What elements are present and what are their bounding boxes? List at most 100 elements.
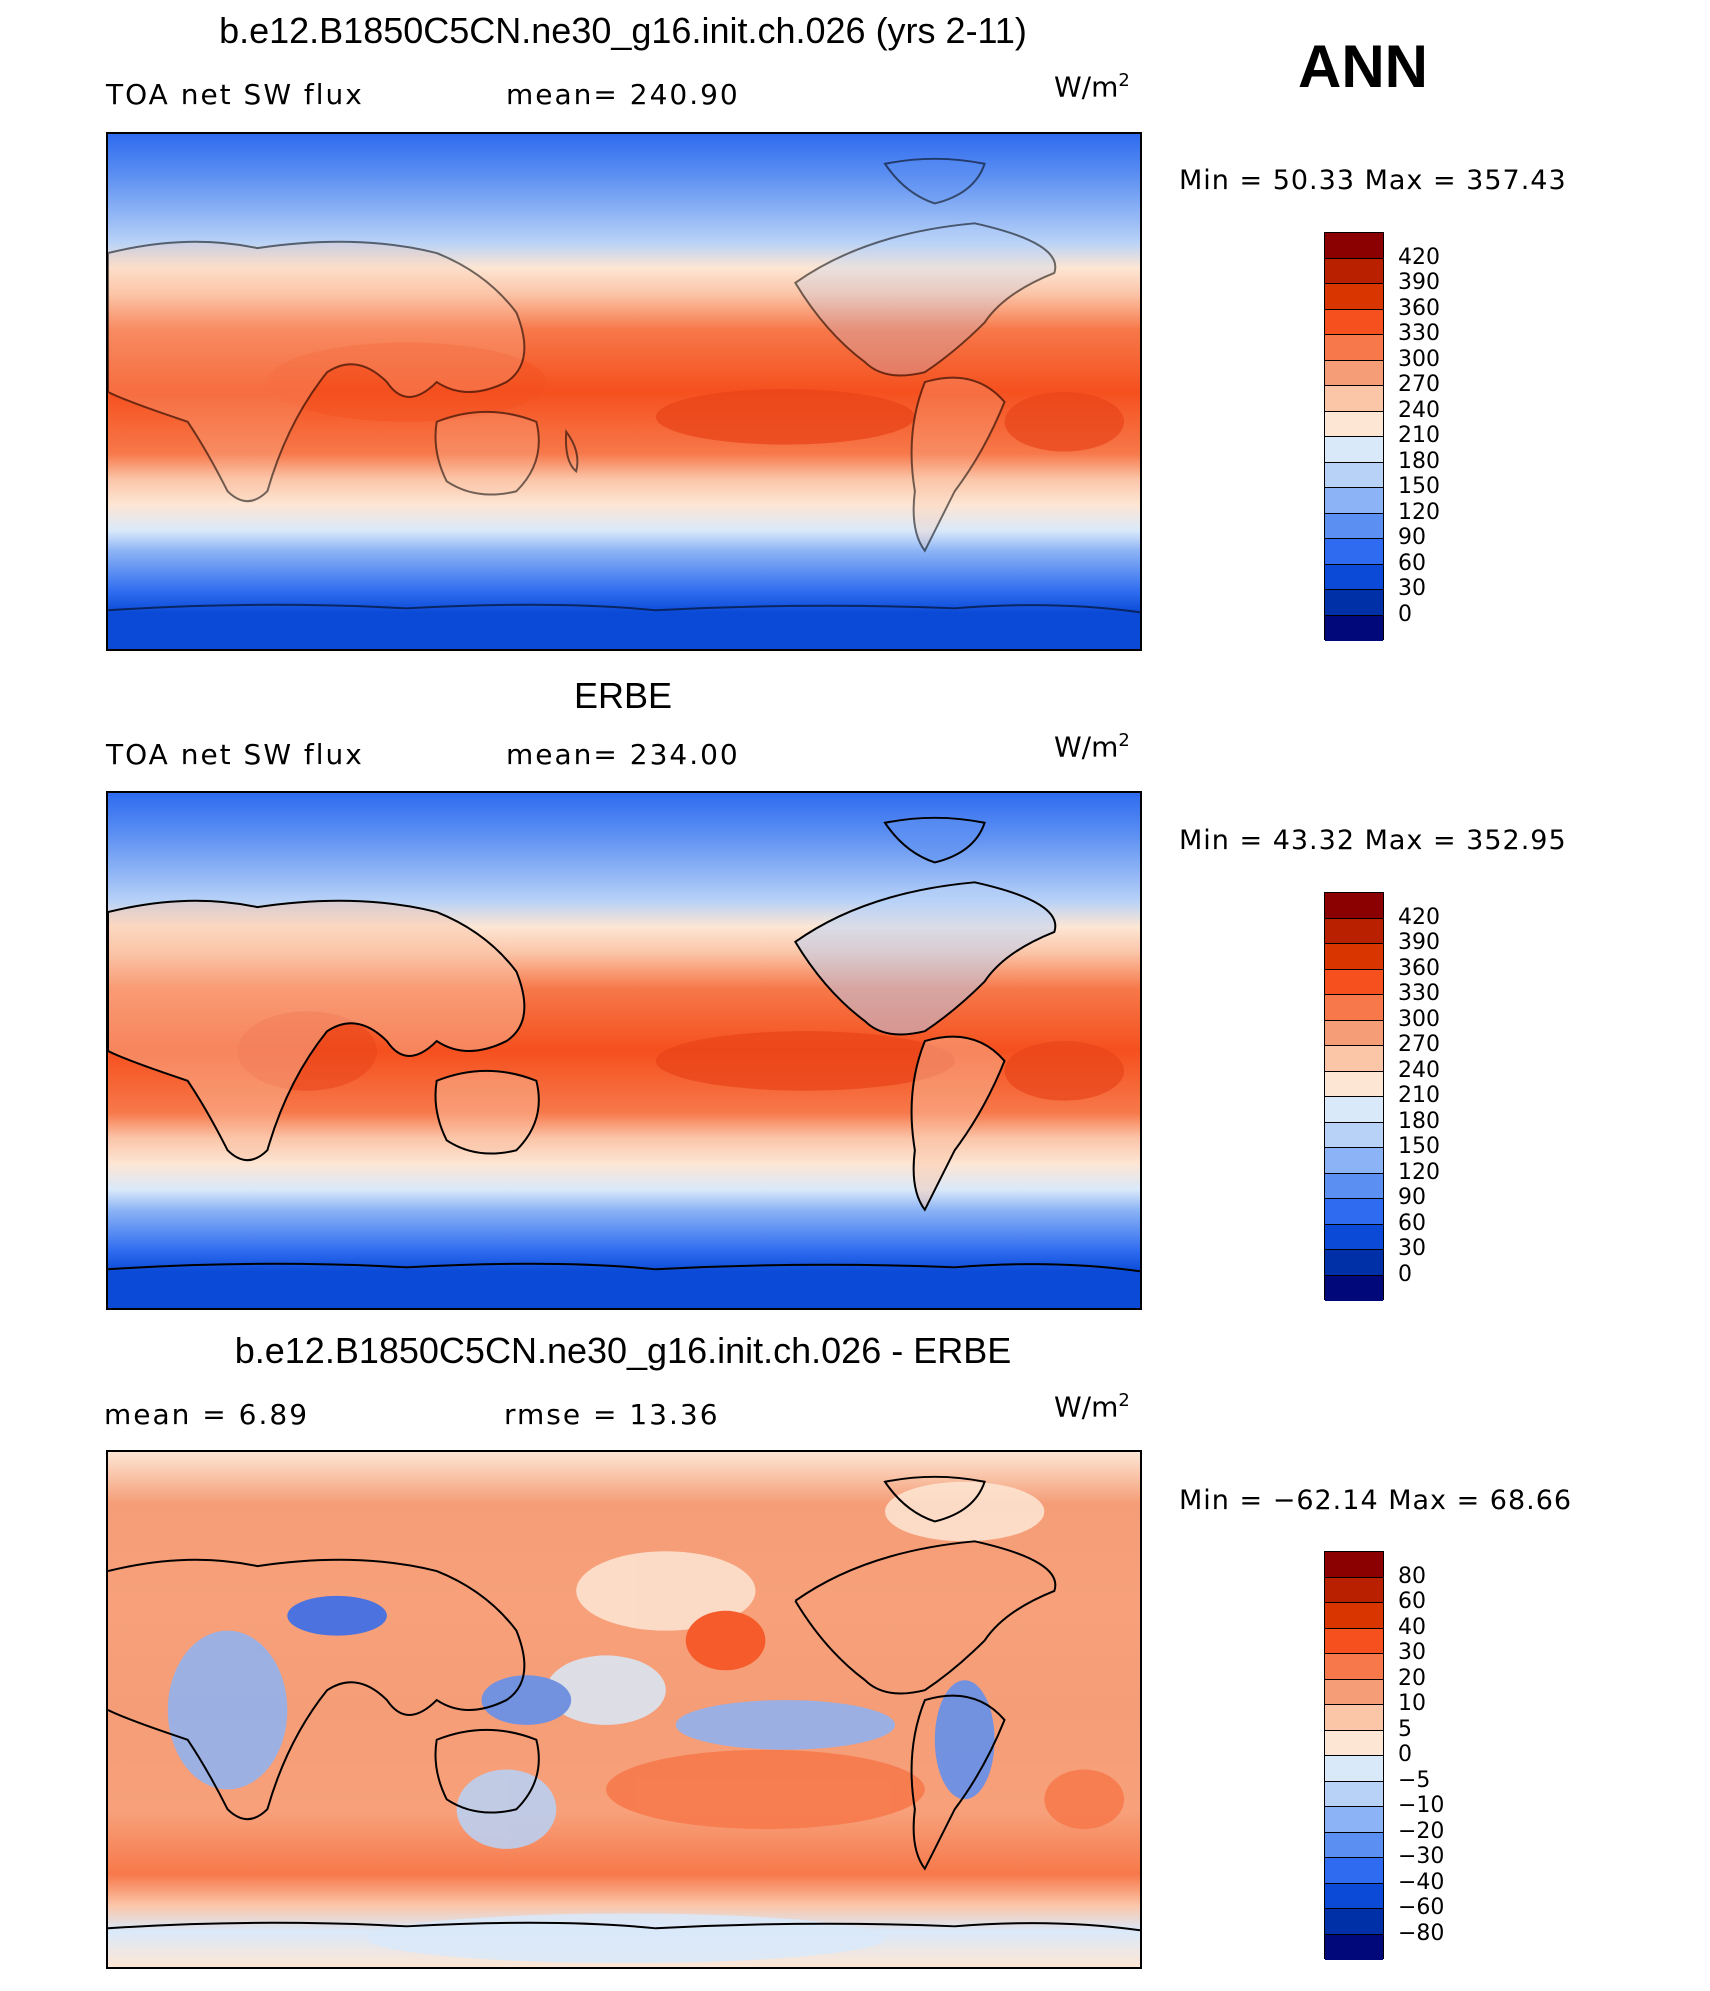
- season-label: ANN: [1298, 33, 1428, 100]
- colorbar-difference-tick-label: 60: [1398, 1589, 1426, 1614]
- colorbar-difference-swatch: [1325, 1628, 1383, 1654]
- colorbar-difference-swatch: [1325, 1654, 1383, 1680]
- panel-model-mean-label: mean= 240.90: [506, 78, 740, 111]
- colorbar-model-swatch: [1325, 615, 1383, 641]
- colorbar-model-tick-label: 0: [1398, 601, 1412, 627]
- colorbar-obs-swatch: [1325, 1097, 1383, 1123]
- colorbar-obs-tick-label: 150: [1398, 1134, 1440, 1159]
- colorbar-obs-tick-label: 90: [1398, 1185, 1426, 1210]
- colorbar-obs-swatch: [1325, 1046, 1383, 1072]
- colorbar-difference-swatch: [1325, 1679, 1383, 1705]
- panel-diff-title: b.e12.B1850C5CN.ne30_g16.init.ch.026 - E…: [234, 1330, 1012, 1371]
- colorbar-obs-swatch: [1325, 1122, 1383, 1148]
- panel-obs-mean-label: mean= 234.00: [506, 738, 740, 771]
- colorbar-difference-swatch: [1325, 1705, 1383, 1731]
- colorbar-difference-tick-label: −20: [1398, 1818, 1445, 1844]
- colorbar-difference-swatch: [1325, 1552, 1383, 1578]
- colorbar-difference-tick-label: −60: [1398, 1895, 1445, 1920]
- colorbar-model-tick-label: 390: [1398, 270, 1440, 295]
- colorbar-model: [1324, 232, 1384, 641]
- panel-model-minmax: Min = 50.33 Max = 357.43: [1179, 165, 1567, 196]
- colorbar-obs-swatch: [1325, 1275, 1383, 1301]
- colorbar-model-swatch: [1325, 233, 1383, 259]
- colorbar-difference-swatch: [1325, 1781, 1383, 1807]
- colorbar-obs-tick-label: 60: [1398, 1210, 1426, 1236]
- panel-model-units: W/m2: [1054, 70, 1130, 104]
- colorbar-difference-swatch: [1325, 1730, 1383, 1756]
- colorbar-obs-swatch: [1325, 918, 1383, 944]
- colorbar-model-swatch: [1325, 590, 1383, 616]
- panel-model-title: b.e12.B1850C5CN.ne30_g16.init.ch.026 (yr…: [219, 10, 1027, 51]
- colorbar-obs-tick-label: 120: [1398, 1159, 1440, 1185]
- colorbar-obs-tick-label: 210: [1398, 1083, 1440, 1108]
- colorbar-obs-swatch: [1325, 1250, 1383, 1276]
- colorbar-difference-tick-label: −40: [1398, 1869, 1445, 1895]
- colorbar-difference-swatch: [1325, 1603, 1383, 1629]
- colorbar-obs-tick-label: 0: [1398, 1261, 1412, 1287]
- panel-diff-units: W/m2: [1054, 1390, 1130, 1424]
- colorbar-obs-tick-label: 240: [1398, 1057, 1440, 1083]
- colorbar-difference-tick-label: 5: [1398, 1716, 1412, 1742]
- colorbar-obs-swatch: [1325, 1020, 1383, 1046]
- colorbar-model-swatch: [1325, 360, 1383, 386]
- colorbar-model-swatch: [1325, 284, 1383, 310]
- colorbar-model-tick-label: 30: [1398, 576, 1426, 601]
- colorbar-obs-swatch: [1325, 1173, 1383, 1199]
- colorbar-obs-tick-label: 420: [1398, 904, 1440, 930]
- colorbar-difference-swatch: [1325, 1577, 1383, 1603]
- colorbar-model-swatch: [1325, 462, 1383, 488]
- colorbar-difference-tick-label: 20: [1398, 1665, 1426, 1691]
- colorbar-obs-tick-label: 30: [1398, 1236, 1426, 1261]
- colorbar-model-swatch: [1325, 258, 1383, 284]
- map-erbe-toa-sw-flux: [106, 791, 1142, 1310]
- colorbar-difference-tick-label: −5: [1398, 1767, 1431, 1793]
- colorbar-model-tick-label: 210: [1398, 423, 1440, 448]
- colorbar-obs-swatch: [1325, 1071, 1383, 1097]
- colorbar-obs-tick-label: 270: [1398, 1032, 1440, 1057]
- colorbar-obs-swatch: [1325, 944, 1383, 970]
- colorbar-obs-tick-label: 330: [1398, 981, 1440, 1006]
- colorbar-model-swatch: [1325, 437, 1383, 463]
- colorbar-obs-swatch: [1325, 1148, 1383, 1174]
- colorbar-obs-swatch: [1325, 969, 1383, 995]
- colorbar-model-swatch: [1325, 411, 1383, 437]
- field-fill: [108, 134, 1140, 649]
- map-difference: [106, 1450, 1142, 1969]
- colorbar-difference-swatch: [1325, 1756, 1383, 1782]
- colorbar-difference-tick-label: 30: [1398, 1640, 1426, 1665]
- colorbar-model-tick-label: 330: [1398, 321, 1440, 346]
- colorbar-model-tick-label: 150: [1398, 474, 1440, 499]
- colorbar-model-swatch: [1325, 386, 1383, 412]
- colorbar-difference-swatch: [1325, 1832, 1383, 1858]
- map-model-graphic: [108, 134, 1140, 649]
- panel-diff-minmax: Min = −62.14 Max = 68.66: [1179, 1485, 1573, 1516]
- panel-obs-variable-label: TOA net SW flux: [106, 738, 364, 771]
- colorbar-model-tick-label: 180: [1398, 448, 1440, 474]
- colorbar-model-tick-label: 300: [1398, 346, 1440, 372]
- colorbar-obs-swatch: [1325, 1224, 1383, 1250]
- map-model-toa-sw-flux: [106, 132, 1142, 651]
- colorbar-obs-tick-label: 180: [1398, 1108, 1440, 1134]
- panel-obs-minmax: Min = 43.32 Max = 352.95: [1179, 825, 1567, 856]
- colorbar-obs: [1324, 892, 1384, 1301]
- map-erbe-graphic: [108, 793, 1140, 1308]
- panel-diff-rmse-label: rmse = 13.36: [504, 1398, 720, 1431]
- colorbar-obs-swatch: [1325, 893, 1383, 919]
- map-difference-graphic: [108, 1452, 1140, 1967]
- colorbar-obs-tick-label: 300: [1398, 1006, 1440, 1032]
- colorbar-model-tick-label: 240: [1398, 397, 1440, 423]
- colorbar-model-swatch: [1325, 513, 1383, 539]
- colorbar-difference-tick-label: 80: [1398, 1563, 1426, 1589]
- panel-model-variable-label: TOA net SW flux: [106, 78, 364, 111]
- colorbar-model-swatch: [1325, 564, 1383, 590]
- colorbar-model-swatch: [1325, 539, 1383, 565]
- colorbar-model-tick-label: 60: [1398, 550, 1426, 576]
- colorbar-obs-swatch: [1325, 995, 1383, 1021]
- colorbar-difference: [1324, 1551, 1384, 1960]
- colorbar-difference-tick-label: 40: [1398, 1614, 1426, 1640]
- colorbar-model-swatch: [1325, 335, 1383, 361]
- colorbar-difference-swatch: [1325, 1909, 1383, 1935]
- colorbar-obs-tick-label: 390: [1398, 930, 1440, 955]
- panel-diff-mean-label: mean = 6.89: [104, 1398, 310, 1431]
- colorbar-model-tick-label: 270: [1398, 372, 1440, 397]
